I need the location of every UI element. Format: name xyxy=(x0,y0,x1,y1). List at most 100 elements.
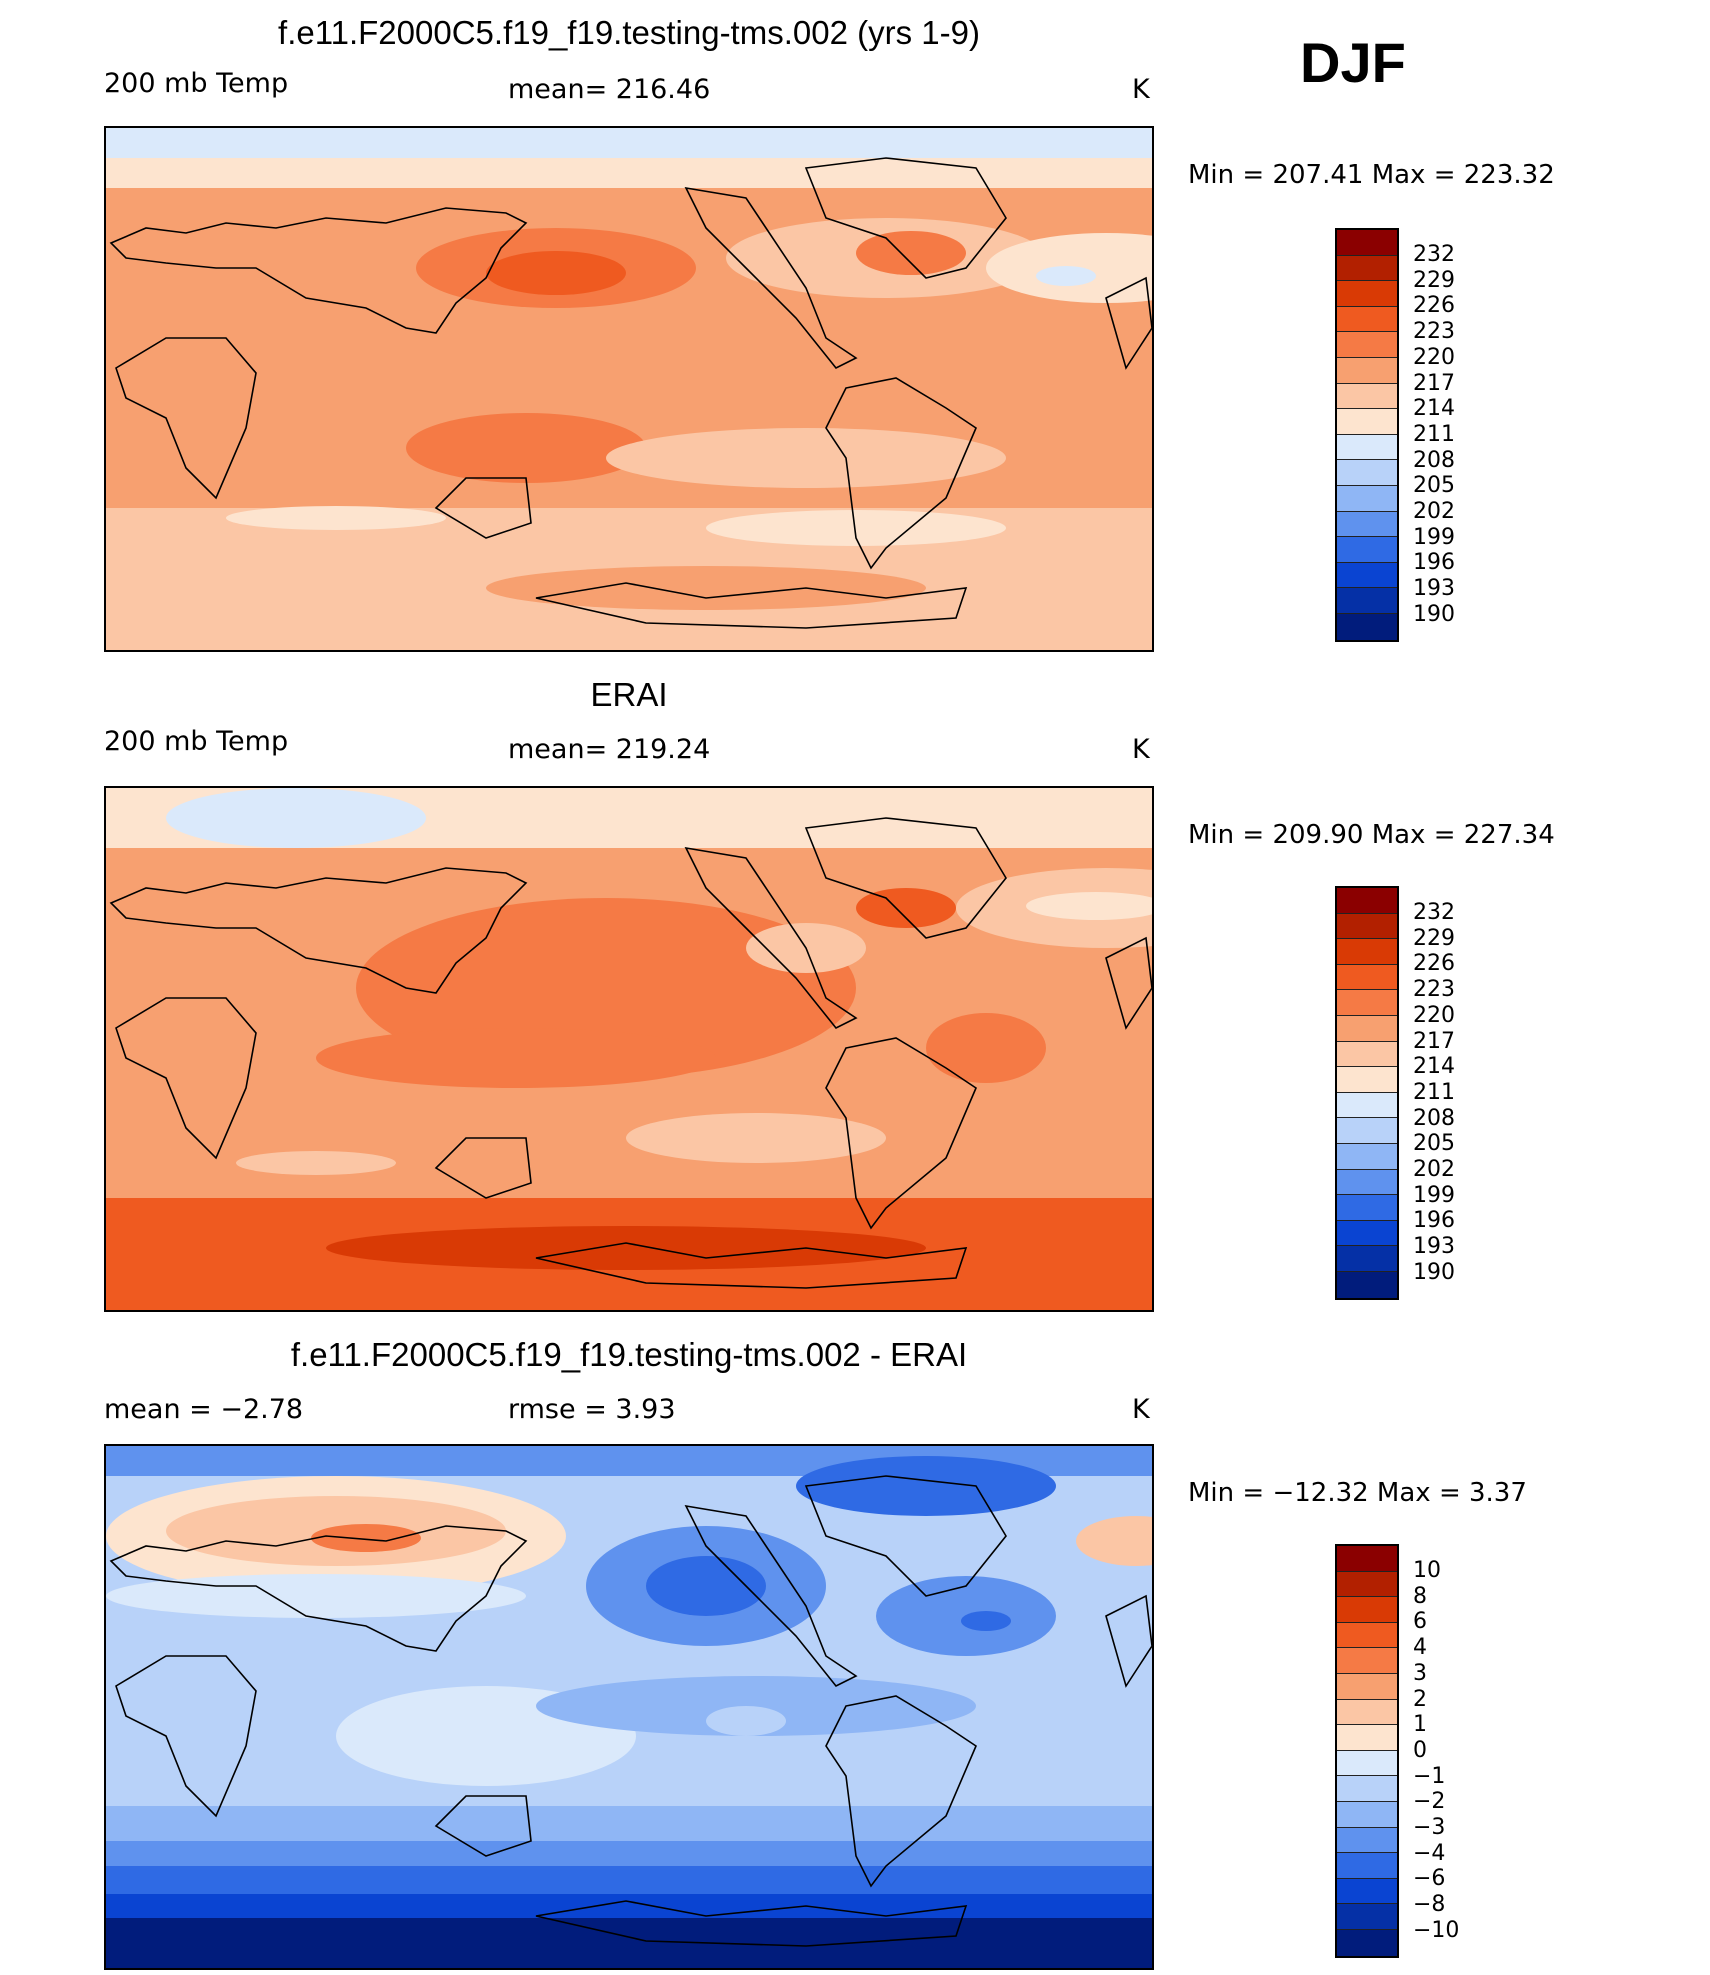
colorbar-diff-swatch xyxy=(1337,1622,1397,1649)
colorbar-diff-tick-label: −2 xyxy=(1413,1789,1446,1815)
colorbar-abs-tick-label: 214 xyxy=(1413,396,1455,422)
colorbar-abs-swatch xyxy=(1337,1118,1397,1144)
colorbar-abs-tick-label: 226 xyxy=(1413,951,1455,977)
field-band-s1 xyxy=(106,1806,1152,1846)
field-warm-canada xyxy=(856,231,966,275)
colorbar-abs-swatch xyxy=(1337,281,1397,307)
panel3-title: f.e11.F2000C5.f19_f19.testing-tms.002 - … xyxy=(290,1336,968,1373)
colorbar-diff-swatch xyxy=(1337,1597,1397,1623)
coastlines xyxy=(109,1475,1152,1947)
season-label: DJF xyxy=(1300,31,1406,94)
field-cold-canada xyxy=(796,1456,1056,1516)
colorbar-abs-tick-label: 226 xyxy=(1413,293,1455,319)
field-light-south-pacific xyxy=(706,510,1006,546)
colorbar-abs-swatch xyxy=(1337,913,1397,940)
panel1-variable-label: 200 mb Temp xyxy=(104,68,289,99)
field-warm-japan xyxy=(486,251,626,295)
colorbar-diff-swatch xyxy=(1337,1827,1397,1854)
colorbar-diff-swatch xyxy=(1337,1673,1397,1700)
colorbar-diff-swatch xyxy=(1337,1699,1397,1726)
colorbar-diff-swatch xyxy=(1337,1648,1397,1674)
colorbar-abs-swatch xyxy=(1337,1041,1397,1068)
colorbar-abs-swatch xyxy=(1337,230,1397,256)
colorbar-abs-swatch xyxy=(1337,1195,1397,1221)
panel2-variable-label: 200 mb Temp xyxy=(104,726,289,757)
field-polar-north xyxy=(106,128,1152,160)
colorbar-abs-swatch xyxy=(1337,1143,1397,1170)
panel3-map-svg xyxy=(106,1446,1152,1968)
panel2-units: K xyxy=(1132,734,1150,765)
field-hot-eurasia xyxy=(311,1524,421,1552)
colorbar-diff-swatch xyxy=(1337,1750,1397,1777)
colorbar-abs-tick-label: 229 xyxy=(1413,267,1455,293)
panel1-map-svg xyxy=(106,128,1152,650)
colorbar-panel1-labels: 232 229 226 223 220 217 214 211 208 205 202 199 196 1… xyxy=(1413,242,1455,628)
colorbar-abs-tick-label: 211 xyxy=(1413,421,1455,447)
colorbar-abs-tick-label: 205 xyxy=(1413,473,1455,499)
colorbar-abs-tick-label: 202 xyxy=(1413,1157,1455,1183)
colorbar-abs-tick-label: 220 xyxy=(1413,344,1455,370)
field-hot-south xyxy=(326,1226,926,1270)
colorbar-abs-swatch xyxy=(1337,939,1397,965)
colorbar-abs-swatch xyxy=(1337,357,1397,384)
field-cool-siberia xyxy=(166,788,426,848)
colorbar-abs-tick-label: 199 xyxy=(1413,524,1455,550)
panel1-units: K xyxy=(1132,74,1150,105)
colorbar-panel3-labels: 10 8 6 4 3 2 1 0 −1 −2 −3 −4 −6 −8 −10 xyxy=(1413,1558,1459,1944)
field-band-s3 xyxy=(106,1866,1152,1896)
colorbar-abs-swatch xyxy=(1337,383,1397,410)
colorbar-abs-tick-label: 190 xyxy=(1413,601,1455,627)
colorbar-abs-swatch xyxy=(1337,306,1397,333)
colorbar-diff-swatch xyxy=(1337,1725,1397,1751)
colorbar-abs-swatch xyxy=(1337,409,1397,435)
colorbar-diff-tick-label: 6 xyxy=(1413,1609,1427,1635)
colorbar-abs-tick-label: 193 xyxy=(1413,576,1455,602)
colorbar-abs-swatch xyxy=(1337,460,1397,486)
colorbar-abs-swatch xyxy=(1337,537,1397,563)
panel3-rmse-label: rmse = 3.93 xyxy=(508,1394,676,1425)
colorbar-diff-swatch xyxy=(1337,1878,1397,1905)
colorbar-abs-tick-label: 199 xyxy=(1413,1182,1455,1208)
field-light-sepac xyxy=(706,1706,786,1736)
colorbar-diff-tick-label: 0 xyxy=(1413,1737,1427,1763)
colorbar-panel2 xyxy=(1335,886,1399,1300)
colorbar-abs-swatch xyxy=(1337,1092,1397,1119)
panel2-map-svg xyxy=(106,788,1152,1310)
colorbar-abs-tick-label: 202 xyxy=(1413,499,1455,525)
colorbar-abs-swatch xyxy=(1337,1220,1397,1247)
colorbar-abs-swatch xyxy=(1337,1246,1397,1272)
colorbar-diff-swatch xyxy=(1337,1776,1397,1802)
field-warm-canada xyxy=(856,888,956,928)
colorbar-diff-swatch xyxy=(1337,1571,1397,1598)
colorbar-abs-tick-label: 190 xyxy=(1413,1259,1455,1285)
colorbar-abs-swatch xyxy=(1337,562,1397,589)
field-warm-indo xyxy=(316,1028,716,1088)
colorbar-diff-tick-label: −8 xyxy=(1413,1892,1446,1918)
colorbar-abs-tick-label: 232 xyxy=(1413,900,1455,925)
colorbar-abs-tick-label: 196 xyxy=(1413,1208,1455,1234)
colorbar-abs-swatch xyxy=(1337,255,1397,282)
field-cool-sepac xyxy=(626,1113,886,1163)
panel2-minmax: Min = 209.90 Max = 227.34 xyxy=(1188,820,1555,850)
colorbar-diff-tick-label: −10 xyxy=(1413,1917,1460,1943)
colorbar-abs-swatch xyxy=(1337,964,1397,991)
colorbar-abs-tick-label: 196 xyxy=(1413,550,1455,576)
field-cool-sepac xyxy=(606,428,1006,488)
field-cool-sio xyxy=(236,1151,396,1175)
colorbar-abs-swatch xyxy=(1337,485,1397,512)
colorbar-diff-tick-label: 3 xyxy=(1413,1660,1427,1686)
panel3-units: K xyxy=(1132,1394,1150,1425)
colorbar-diff-swatch xyxy=(1337,1929,1397,1956)
panel3-map xyxy=(104,1444,1154,1970)
field-colder-atlantic xyxy=(961,1611,1011,1631)
panel1-minmax: Min = 207.41 Max = 223.32 xyxy=(1188,160,1555,190)
colorbar-abs-tick-label: 229 xyxy=(1413,925,1455,951)
colorbar-diff-swatch xyxy=(1337,1801,1397,1828)
field-light-south-indian xyxy=(226,506,446,530)
colorbar-abs-tick-label: 232 xyxy=(1413,242,1455,267)
colorbar-panel1 xyxy=(1335,228,1399,642)
colorbar-abs-tick-label: 223 xyxy=(1413,977,1455,1003)
panel3-mean-label: mean = −2.78 xyxy=(104,1394,304,1425)
field-band-s4 xyxy=(106,1894,1152,1920)
colorbar-diff-tick-label: −1 xyxy=(1413,1763,1446,1789)
